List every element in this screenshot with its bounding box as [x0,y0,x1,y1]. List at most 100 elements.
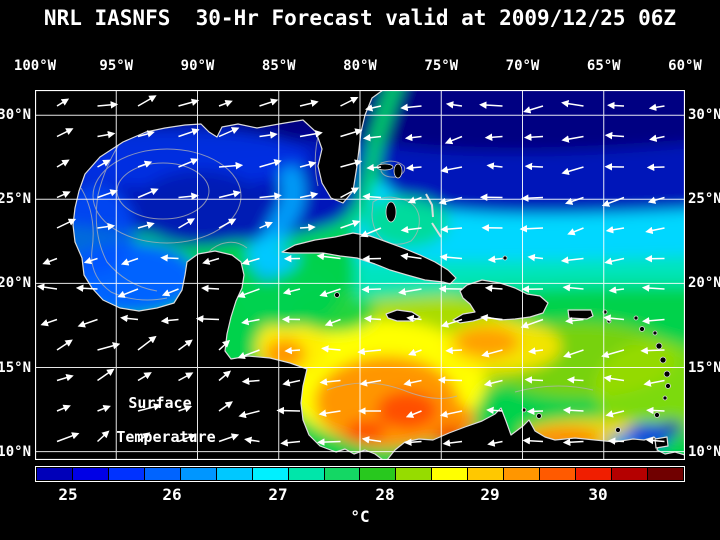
page-title: NRL IASNFS 30-Hr Forecast valid at 2009/… [43,6,677,30]
colorbar-tick: 30 [588,485,608,504]
wind-vector [561,135,584,143]
wind-vector [340,187,360,199]
colorbar-tick: 29 [480,485,500,504]
map-border [35,90,685,460]
wind-vector [442,439,463,447]
wind-vector [299,223,316,232]
colorbar-cell [576,468,611,480]
wind-vector [645,226,665,235]
wind-vector [120,314,139,323]
wind-vector [56,404,71,412]
wind-vector [195,315,220,323]
bathymetry-contours [80,131,594,399]
lat-tick-left: 10°N [0,443,31,460]
wind-vector [484,284,503,293]
wind-vector [340,128,363,138]
colorbar-cell [612,468,647,480]
wind-vector [178,433,197,443]
wind-vector [40,318,58,327]
wind-vector [318,409,341,417]
wind-vector [137,95,157,107]
wind-vector [178,339,193,351]
wind-vector [319,378,341,386]
colorbar-cell [180,468,216,480]
colorbar-cell [360,468,396,480]
lon-tick: 100°W [13,58,57,74]
wind-vector [562,438,584,446]
surface-label: Surface Temperature [116,394,215,446]
wind-vector [400,103,422,112]
wind-vector [649,134,665,142]
wind-vector [643,379,665,387]
wind-vector [561,99,584,108]
wind-vector [400,225,422,234]
wind-vector [481,349,503,358]
wind-vector [363,315,382,323]
wind-vector [404,133,422,142]
wind-vector [524,376,544,384]
wind-vector [96,430,110,443]
wind-vector [56,339,73,351]
wind-vector [56,218,77,229]
wind-vector [561,166,584,176]
wind-vector [523,105,544,114]
wind-vector [640,346,665,355]
wind-vector [237,288,260,299]
wind-vector [398,287,422,296]
land-hispaniola [452,279,549,324]
wind-vector [365,104,382,112]
lat-tick-left: 25°N [0,191,31,208]
wind-vector [603,374,625,383]
surface-label-line1: Surface [128,394,191,412]
colorbar-cell [216,468,252,480]
lat-tick-right: 25°N [688,191,720,208]
wind-vector [522,437,544,445]
wind-vector [202,257,220,265]
wind-vector [357,347,382,356]
wind-vector [526,407,544,416]
wind-vector [218,190,241,199]
wind-vector [603,314,625,322]
lat-tick-left: 30°N [0,107,31,124]
wind-vector [282,379,301,387]
colorbar-tick: 26 [162,485,182,504]
wind-vector [340,219,361,229]
wind-vector [340,96,359,107]
wind-vector [218,99,233,107]
wind-vector [178,372,194,382]
lon-tick: 75°W [424,58,459,74]
wind-vector [160,316,179,325]
wind-vector [362,193,382,201]
wind-vector [97,159,111,168]
lat-tick-right: 10°N [688,443,720,460]
wind-vector [487,439,503,447]
wind-vector [641,284,665,292]
land-south-america [386,407,685,460]
wind-vector [407,196,422,204]
wind-vector [218,401,233,412]
lat-tick-right: 20°N [688,275,720,292]
wind-vector [567,227,584,236]
wind-vector [56,98,70,107]
wind-vector [83,257,98,265]
wind-vector [440,225,463,233]
wind-vector [560,256,584,264]
wind-vector [259,98,279,107]
wind-vector [359,379,382,387]
wind-vector [42,257,58,265]
wind-vector [445,346,463,355]
colorbar-cell [540,468,576,480]
surface-label-line2: Temperature [116,428,215,446]
wind-vector [405,410,422,418]
lat-tick-right: 15°N [688,359,720,376]
wind-vector [97,130,116,139]
wind-vector [562,284,584,292]
wind-vector [244,436,260,444]
lat-tick-left: 20°N [0,275,31,292]
colorbar-cell [288,468,324,480]
colorbar-cell [324,468,360,480]
colorbar-cell [108,468,144,480]
wind-vector [56,374,74,382]
wind-vector [340,159,363,168]
